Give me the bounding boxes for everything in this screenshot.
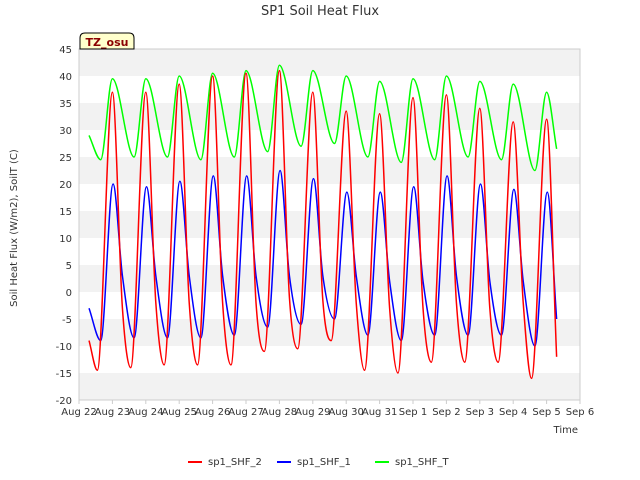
y-tick-label: -15: [56, 369, 72, 380]
tz-badge: TZ_osu: [79, 32, 135, 50]
y-tick-label: 45: [59, 45, 72, 56]
x-tick-label: Aug 24: [128, 407, 163, 418]
grid-band: [79, 319, 580, 346]
legend-label-sp1_SHF_1: sp1_SHF_1: [297, 457, 351, 468]
grid-band: [79, 103, 580, 130]
y-tick-label: 40: [59, 72, 72, 83]
series-line-sp1_SHF_T: [88, 64, 558, 172]
y-tick-label: 15: [59, 207, 72, 218]
x-tick-label: Sep 2: [432, 407, 460, 418]
x-tick-label: Aug 30: [328, 407, 363, 418]
grid-band: [79, 211, 580, 238]
tz-badge-box: [79, 32, 135, 50]
x-tick-label: Sep 6: [566, 407, 594, 418]
y-tick-label: 0: [66, 288, 72, 299]
tz-badge-label: TZ_osu: [86, 36, 129, 49]
series-layer: [88, 64, 558, 380]
y-axis-label: Soil Heat Flux (W/m2), SoilT (C): [9, 149, 20, 307]
legend-label-sp1_SHF_T: sp1_SHF_T: [395, 457, 450, 468]
series-line-sp1_SHF_1: [88, 169, 558, 347]
y-tick-label: 20: [59, 180, 72, 191]
x-tick-label: Sep 3: [466, 407, 494, 418]
x-tick-label: Aug 28: [262, 407, 297, 418]
x-tick-label: Aug 22: [61, 407, 96, 418]
y-tick-label: -5: [62, 315, 72, 326]
y-tick-label: -20: [56, 396, 72, 407]
chart-title: SP1 Soil Heat Flux: [261, 4, 379, 19]
x-tick-label: Sep 5: [532, 407, 560, 418]
grid-band: [79, 157, 580, 184]
legend: sp1_SHF_2 sp1_SHF_1 sp1_SHF_T: [188, 457, 450, 468]
grid-band: [79, 49, 580, 76]
legend-label-sp1_SHF_2: sp1_SHF_2: [208, 457, 262, 468]
y-tick-label: 35: [59, 99, 72, 110]
x-tick-label: Aug 26: [195, 407, 230, 418]
grid-band: [79, 265, 580, 292]
plot-frame: [78, 48, 581, 401]
grid-band: [79, 373, 580, 400]
y-axis-ticks: -20 -15 -10 -5 0 5 10 15 20 25 30 35 40 45: [56, 45, 72, 407]
y-tick-label: 10: [59, 234, 72, 245]
x-axis-label: Time: [553, 425, 578, 436]
y-tick-label: 25: [59, 153, 72, 164]
x-tick-label: Aug 23: [95, 407, 130, 418]
series-line-sp1_SHF_2: [88, 69, 558, 380]
x-tick-label: Aug 25: [161, 407, 196, 418]
x-tick-label: Sep 4: [499, 407, 527, 418]
x-tick-label: Aug 27: [228, 407, 263, 418]
y-tick-label: 5: [66, 261, 72, 272]
y-tick-label: 30: [59, 126, 72, 137]
x-tick-label: Sep 1: [399, 407, 427, 418]
y-tick-label: -10: [56, 342, 72, 353]
x-tick-label: Aug 29: [295, 407, 330, 418]
x-tick-label: Aug 31: [362, 407, 397, 418]
